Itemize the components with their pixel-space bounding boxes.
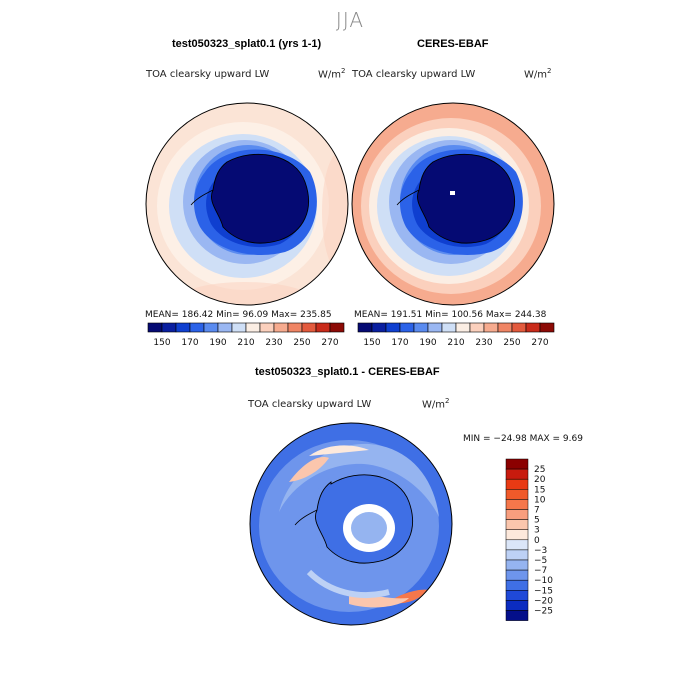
- model-colorbar-swatch: [315, 322, 331, 333]
- model-polar-map: [145, 102, 349, 306]
- obs-colorbar-swatch: [497, 322, 513, 333]
- model-stats: MEAN= 186.42 Min= 96.09 Max= 235.85: [145, 310, 332, 320]
- obs-colorbar: 150 170 190 210 230 250 270 290: [357, 322, 560, 348]
- model-colorbar-swatch: [189, 322, 205, 333]
- model-colorbar-swatch: [217, 322, 233, 333]
- model-panel-title: test050323_splat0.1 (yrs 1-1): [172, 38, 322, 50]
- model-colorbar-swatch: [203, 322, 219, 333]
- obs-colorbar-swatch: [441, 322, 457, 333]
- diff-colorbar-tick-label: 10: [534, 495, 546, 505]
- model-colorbar-tick-label: 250: [293, 338, 310, 348]
- diff-colorbar-tick-label: 25: [534, 465, 545, 475]
- obs-colorbar-tick-label: 150: [363, 338, 380, 348]
- diff-colorbar-tick-label: −3: [534, 546, 547, 556]
- diff-panel-title: test050323_splat0.1 - CERES-EBAF: [255, 366, 440, 378]
- obs-colorbar-tick-label: 230: [475, 338, 492, 348]
- diff-stats: MIN = −24.98 MAX = 9.69: [463, 434, 583, 444]
- diff-colorbar-tick-label: 15: [534, 485, 545, 495]
- diff-colorbar-swatch: [505, 499, 529, 510]
- model-colorbar-tick-label: 230: [265, 338, 282, 348]
- obs-colorbar-swatch: [525, 322, 541, 333]
- obs-colorbar-swatch: [413, 322, 429, 333]
- model-colorbar-swatch: [161, 322, 177, 333]
- model-colorbar-swatch: [245, 322, 261, 333]
- obs-colorbar-tick-label: 290: [559, 338, 560, 348]
- model-colorbar-swatch: [273, 322, 289, 333]
- diff-units-label: W/m2: [422, 397, 450, 411]
- diff-colorbar-swatch: [505, 569, 529, 581]
- diff-colorbar-swatch: [505, 509, 529, 520]
- model-colorbar-tick-label: 290: [349, 338, 350, 348]
- model-colorbar-tick-label: 190: [209, 338, 226, 348]
- model-colorbar-swatch: [175, 322, 191, 333]
- model-colorbar-tick-label: 150: [153, 338, 170, 348]
- model-colorbar-tick-label: 170: [181, 338, 198, 348]
- diff-colorbar-swatch: [505, 600, 529, 611]
- diff-colorbar-swatch: [505, 549, 529, 561]
- diff-colorbar-tick-label: 0: [534, 536, 540, 546]
- obs-colorbar-swatch: [427, 322, 443, 333]
- obs-colorbar-swatch: [511, 322, 527, 333]
- diff-colorbar-swatch: [505, 468, 529, 480]
- obs-colorbar-tick-label: 190: [419, 338, 436, 348]
- diff-colorbar-tick-label: −15: [534, 586, 553, 596]
- diff-colorbar-swatch: [505, 529, 529, 541]
- model-colorbar-swatch: [147, 322, 163, 333]
- model-colorbar-tick-label: 210: [237, 338, 254, 348]
- obs-colorbar-swatch: [357, 322, 373, 333]
- diff-colorbar-swatch: [505, 610, 529, 621]
- obs-colorbar-tick-label: 170: [391, 338, 408, 348]
- diff-colorbar-tick-label: 7: [534, 506, 540, 516]
- obs-colorbar-tick-label: 210: [447, 338, 464, 348]
- obs-colorbar-swatch: [385, 322, 401, 333]
- diff-colorbar-tick-label: 5: [534, 516, 540, 526]
- model-colorbar: 150 170 190 210 230 250 270 290: [147, 322, 350, 348]
- diff-colorbar-tick-label: −5: [534, 556, 547, 566]
- model-colorbar-swatch: [287, 322, 303, 333]
- diff-colorbar-swatch: [505, 478, 529, 490]
- obs-variable-label: TOA clearsky upward LW: [352, 69, 476, 80]
- diff-colorbar-swatch: [505, 489, 529, 500]
- diff-colorbar-tick-label: 20: [534, 475, 546, 485]
- diff-colorbar-tick-label: −20: [534, 596, 553, 606]
- diff-colorbar-tick-label: −25: [534, 607, 553, 617]
- model-colorbar-swatch: [301, 322, 317, 333]
- diff-colorbar-swatch: [505, 579, 529, 591]
- diff-colorbar-swatch: [505, 559, 529, 571]
- obs-stats: MEAN= 191.51 Min= 100.56 Max= 244.38: [354, 310, 547, 320]
- model-colorbar-swatch: [259, 322, 275, 333]
- diff-colorbar-swatch: [505, 539, 529, 551]
- obs-colorbar-tick-label: 250: [503, 338, 520, 348]
- obs-colorbar-tick-label: 270: [531, 338, 548, 348]
- obs-colorbar-swatch: [371, 322, 387, 333]
- diff-colorbar-tick-label: 3: [534, 526, 540, 536]
- model-variable-label: TOA clearsky upward LW: [146, 69, 270, 80]
- diff-polar-map: [249, 422, 453, 626]
- diff-colorbar-swatch: [505, 519, 529, 530]
- model-colorbar-tick-label: 270: [321, 338, 338, 348]
- model-colorbar-swatch: [231, 322, 247, 333]
- diff-colorbar-tick-label: −10: [534, 576, 553, 586]
- obs-colorbar-swatch: [469, 322, 485, 333]
- obs-units-label: W/m2: [524, 67, 552, 81]
- diff-colorbar-swatch: [505, 590, 529, 601]
- obs-colorbar-swatch: [539, 322, 555, 333]
- obs-colorbar-swatch: [399, 322, 415, 333]
- model-units-label: W/m2: [318, 67, 346, 81]
- obs-colorbar-swatch: [455, 322, 471, 333]
- obs-panel-title: CERES-EBAF: [417, 38, 489, 50]
- obs-colorbar-swatch: [483, 322, 499, 333]
- diff-colorbar-swatch: [505, 458, 529, 470]
- diff-variable-label: TOA clearsky upward LW: [248, 399, 372, 410]
- diff-colorbar-tick-label: −7: [534, 566, 547, 576]
- season-title: JJA: [335, 8, 365, 32]
- model-colorbar-swatch: [329, 322, 345, 333]
- obs-polar-map: [351, 102, 555, 306]
